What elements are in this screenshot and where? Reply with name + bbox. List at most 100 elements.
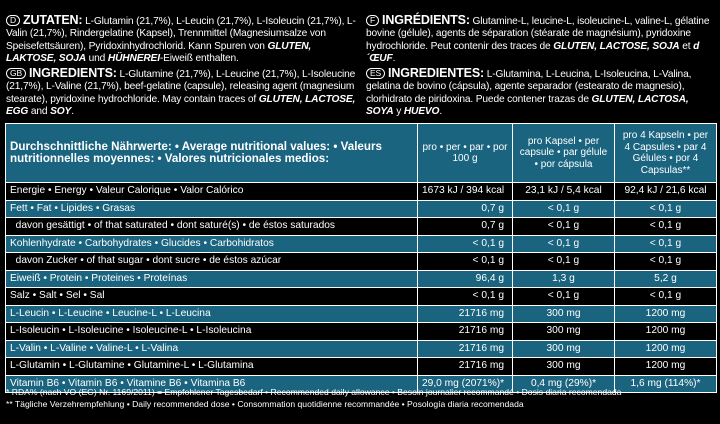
header-per-100g: pro • per • par • por 100 g [417, 123, 513, 183]
value-per-100g: 0,7 g [417, 217, 513, 236]
nutrient-label: L-Isoleucin • L-Isoleucine • Isoleucine-… [5, 322, 418, 341]
allergen-last-fr: d´ŒUF [366, 40, 700, 64]
language-badge-fr: F [366, 15, 380, 26]
nutrient-label: Salz • Salt • Sel • Sal [5, 287, 418, 306]
value-per-capsule: < 0,1 g [512, 234, 615, 253]
ingredients-ending-fr: . [392, 52, 396, 64]
value-per-100g: 21716 mg [417, 339, 513, 358]
nutrition-row: davon Zucker • of that sugar • dont sucr… [5, 252, 717, 271]
value-per-capsule: 1,3 g [512, 269, 615, 288]
allergens-en: GLUTEN, LACTOSE, EGG [6, 93, 356, 117]
ingredients-ending-en: . [71, 105, 74, 117]
value-per-capsule: 300 mg [512, 322, 615, 341]
ingredients-en: GB INGREDIENTS: L-Glutamine (21,7%), L-Le… [6, 67, 356, 118]
value-per-4-capsules: 5,2 g [614, 269, 717, 288]
nutrition-row: L-Valin • L-Valine • Valine-L • L-Valina… [5, 339, 717, 358]
nutrition-header-row: Durchschnittliche Nährwerte: • Average n… [5, 123, 717, 183]
allergen-joiner-en: and [28, 105, 51, 117]
header-per-4-capsules: pro 4 Kapseln • per 4 Capsules • par 4 G… [614, 123, 717, 183]
language-badge-de: D [6, 15, 20, 26]
value-per-4-capsules: 1200 mg [614, 304, 717, 323]
value-per-capsule: < 0,1 g [512, 252, 615, 271]
ingredients-de: D ZUTATEN: L-Glutamin (21,7%), L-Leucin (… [6, 14, 356, 65]
nutrition-row: L-Isoleucin • L-Isoleucine • Isoleucine-… [5, 322, 717, 341]
value-per-100g: 96,4 g [417, 269, 513, 288]
nutrient-label: L-Valin • L-Valine • Valine-L • L-Valina [5, 339, 418, 358]
nutrient-label: Eiweiß • Protein • Proteines • Proteínas [5, 269, 418, 288]
header-per-capsule: pro Kapsel • per capsule • par gélule • … [512, 123, 615, 183]
value-per-100g: < 0,1 g [417, 234, 513, 253]
ingredients-fr: F INGRÉDIENTS: Glutamine-L, leucine-L, is… [366, 14, 716, 65]
allergen-joiner-es: y [393, 105, 404, 117]
value-per-100g: 21716 mg [417, 322, 513, 341]
value-per-4-capsules: 92,4 kJ / 21,6 kcal [614, 182, 717, 201]
value-per-capsule: < 0,1 g [512, 217, 615, 236]
nutrition-row: Energie • Energy • Valeur Calorique • Va… [5, 182, 717, 201]
value-per-4-capsules: 1,6 mg (114%)* [614, 374, 717, 393]
ingredients-es: ES INGREDIENTES: L-Glutamina, L-Leucina, … [366, 67, 716, 118]
nutrition-row: davon gesättigt • of that saturated • do… [5, 217, 717, 236]
value-per-capsule: 300 mg [512, 304, 615, 323]
allergens-de: GLUTEN, LAKTOSE, SOJA [6, 40, 312, 64]
ingredients-text-de: L-Glutamin (21,7%), L-Leucin (21,7%), L-… [6, 16, 356, 52]
nutrient-label: Energie • Energy • Valeur Calorique • Va… [5, 182, 418, 201]
allergen-last-de: HÜHNEREI [107, 52, 160, 64]
allergens-es: GLUTEN, LACTOSA, SOYA [366, 93, 689, 117]
allergen-joiner-fr: et [679, 40, 694, 52]
ingredients-heading-fr: INGRÉDIENTS: [382, 13, 470, 27]
ingredients-ending-es: . [439, 105, 442, 117]
value-per-100g: 29,0 mg (2071%)* [417, 374, 513, 393]
value-per-capsule: 300 mg [512, 357, 615, 376]
nutrition-table: Durchschnittliche Nährwerte: • Average n… [5, 123, 717, 393]
ingredients-heading-en: INGREDIENTS: [28, 66, 117, 80]
value-per-4-capsules: 1200 mg [614, 357, 717, 376]
value-per-capsule: 0,4 mg (29%)* [512, 374, 615, 393]
footnote-rda: * RDA% (nach VO (EG) Nr. 1169/2011) = Em… [6, 387, 622, 397]
nutrient-label: davon gesättigt • of that saturated • do… [5, 217, 418, 236]
footnote-daily-dose: ** Tägliche Verzehrempfehlung • Daily re… [6, 399, 524, 409]
nutrition-row: Vitamin B6 • Vitamin B6 • Vitamine B6 • … [5, 374, 717, 393]
value-per-4-capsules: < 0,1 g [614, 217, 717, 236]
value-per-capsule: < 0,1 g [512, 199, 615, 218]
nutrition-row: Eiweiß • Protein • Proteines • Proteínas… [5, 269, 717, 288]
nutrition-row: Fett • Fat • Lipides • Grasas 0,7 g < 0,1 … [5, 199, 717, 218]
nutrient-label: L-Leucin • L-Leucine • Leucine-L • L-Leu… [5, 304, 418, 323]
nutrition-header-label: Durchschnittliche Nährwerte: • Average n… [5, 123, 418, 183]
value-per-capsule: < 0,1 g [512, 287, 615, 306]
ingredients-ending-de: -Eiweiß enthalten. [159, 52, 239, 64]
value-per-4-capsules: < 0,1 g [614, 199, 717, 218]
nutrient-label: L-Glutamin • L-Glutamine • Glutamine-L •… [5, 357, 418, 376]
ingredients-heading-de: ZUTATEN: [23, 13, 83, 27]
value-per-capsule: 300 mg [512, 339, 615, 358]
nutrition-row: L-Leucin • L-Leucine • Leucine-L • L-Leu… [5, 304, 717, 323]
language-badge-es: ES [366, 68, 386, 79]
value-per-100g: < 0,1 g [417, 252, 513, 271]
allergen-joiner-de: und [85, 52, 108, 64]
value-per-4-capsules: 1200 mg [614, 322, 717, 341]
ingredients-heading-es: INGREDIENTES: [388, 66, 485, 80]
allergen-last-es: HUEVO [403, 105, 440, 117]
value-per-100g: 1673 kJ / 394 kcal [417, 182, 513, 201]
nutrient-label: Vitamin B6 • Vitamin B6 • Vitamine B6 • … [5, 374, 418, 393]
value-per-4-capsules: < 0,1 g [614, 234, 717, 253]
nutrition-row: Kohlenhydrate • Carbohydrates • Glucides… [5, 234, 717, 253]
ingredients-text-fr: Glutamine-L, leucine-L, isoleucine-L, va… [366, 16, 710, 52]
value-per-100g: 21716 mg [417, 357, 513, 376]
value-per-4-capsules: 1200 mg [614, 339, 717, 358]
value-per-4-capsules: < 0,1 g [614, 287, 717, 306]
nutrient-label: davon Zucker • of that sugar • dont sucr… [5, 252, 418, 271]
allergens-fr: GLUTEN, LACTOSE, SOJA [553, 40, 680, 52]
nutrition-row: Salz • Salt • Sel • Sal < 0,1 g < 0,1 g < 0… [5, 287, 717, 306]
value-per-4-capsules: < 0,1 g [614, 252, 717, 271]
language-badge-gb: GB [6, 68, 26, 79]
value-per-100g: 0,7 g [417, 199, 513, 218]
value-per-capsule: 23,1 kJ / 5,4 kcal [512, 182, 615, 201]
ingredients-text-es: L-Glutamina, L-Leucina, L-Isoleucina, L-… [366, 69, 692, 105]
value-per-100g: < 0,1 g [417, 287, 513, 306]
allergen-last-en: SOY [50, 105, 72, 117]
nutrient-label: Kohlenhydrate • Carbohydrates • Glucides… [5, 234, 418, 253]
nutrition-row: L-Glutamin • L-Glutamine • Glutamine-L •… [5, 357, 717, 376]
value-per-100g: 21716 mg [417, 304, 513, 323]
ingredients-text-en: L-Glutamine (21,7%), L-Leucine (21,7%), … [6, 69, 356, 105]
